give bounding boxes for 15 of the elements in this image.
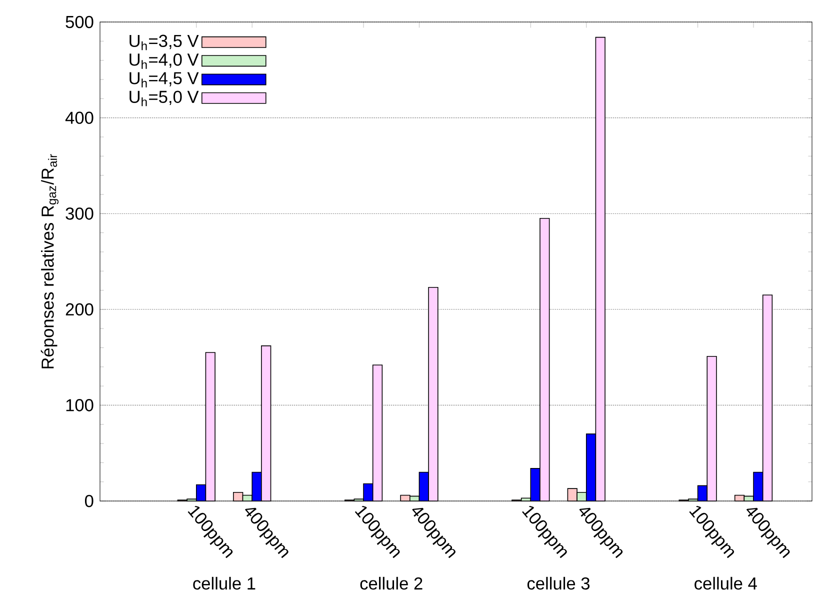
y-tick-label: 200 — [66, 303, 94, 316]
y-tick-label: 500 — [66, 16, 94, 28]
text: cellule 3 — [527, 576, 590, 590]
legend-label: U$_{h}$=4,5 V — [130, 72, 199, 88]
y-axis-title: Réponses relatives R$_{gaz}$/R$_{air}$ — [40, 154, 59, 368]
y-tick-label: 100 — [66, 399, 94, 412]
text: cellule 2 — [360, 576, 422, 590]
text: cellule 1 — [193, 576, 256, 590]
y-tick-label: 400 — [65, 112, 94, 124]
text: cellule 4 — [694, 576, 757, 590]
legend-label: U$_{h}$=3,5 V — [130, 34, 199, 50]
y-tick-label: 0 — [84, 494, 94, 508]
y-tick-label: 300 — [66, 207, 94, 220]
legend-label: U$_{h}$=4,0 V — [130, 53, 199, 69]
legend-label: U$_{h}$=5,0 V — [130, 90, 199, 106]
